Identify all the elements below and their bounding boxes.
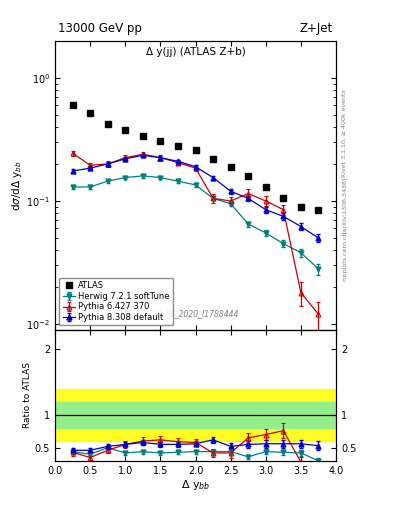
ATLAS [299,204,303,210]
Y-axis label: Ratio to ATLAS: Ratio to ATLAS [23,362,32,428]
ATLAS [176,143,180,149]
Text: [arXiv:1306.3436]: [arXiv:1306.3436] [342,177,347,233]
X-axis label: $\Delta$ y$_{bb}$: $\Delta$ y$_{bb}$ [181,478,210,493]
Text: Z+Jet: Z+Jet [300,22,333,35]
ATLAS [211,156,215,162]
ATLAS [105,121,110,127]
ATLAS [140,133,145,139]
ATLAS [70,102,75,109]
Bar [55,402,336,428]
Text: Δ y(jj) (ATLAS Z+b): Δ y(jj) (ATLAS Z+b) [146,47,245,57]
Text: mcplots.cern.ch: mcplots.cern.ch [342,231,347,281]
ATLAS [228,164,233,170]
Line: ATLAS: ATLAS [70,102,321,213]
ATLAS [123,126,128,133]
ATLAS [88,110,92,116]
Y-axis label: d$\sigma$/d$\Delta$ y$_{bb}$: d$\sigma$/d$\Delta$ y$_{bb}$ [9,160,24,210]
ATLAS [281,195,286,201]
Text: 13000 GeV pp: 13000 GeV pp [58,22,142,35]
Bar [55,389,336,441]
ATLAS [158,138,163,144]
Text: ATLAS_2020_I1788444: ATLAS_2020_I1788444 [152,309,239,318]
Text: Rivet 3.1.10, ≥ 400k events: Rivet 3.1.10, ≥ 400k events [342,89,347,177]
ATLAS [246,173,251,179]
ATLAS [263,184,268,190]
ATLAS [316,206,321,212]
ATLAS [193,147,198,153]
Legend: ATLAS, Herwig 7.2.1 softTune, Pythia 6.427 370, Pythia 8.308 default: ATLAS, Herwig 7.2.1 softTune, Pythia 6.4… [59,278,173,326]
